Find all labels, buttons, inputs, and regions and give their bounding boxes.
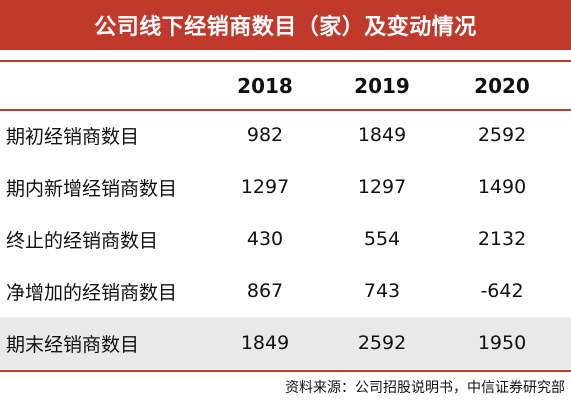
table-cell: 1849	[240, 332, 290, 354]
table-title: 公司线下经销商数目（家）及变动情况	[94, 15, 477, 40]
column-header-2018: 2018	[237, 73, 293, 98]
table-cell: 2592	[357, 332, 407, 354]
table-row: 期内新增经销商数目 1297 1297 1490	[0, 161, 571, 213]
data-table: 2018 2019 2020 期初经销商数目 982 1849 2592 期内新…	[0, 62, 571, 369]
header-rule	[0, 109, 571, 111]
table-cell: 1297	[357, 176, 407, 198]
table-cell: 982	[246, 124, 284, 146]
title-bar: 公司线下经销商数目（家）及变动情况	[0, 0, 571, 50]
column-header-2020: 2020	[474, 73, 530, 98]
column-header-2019: 2019	[354, 73, 410, 98]
row-label: 期初经销商数目	[6, 125, 140, 148]
row-label: 净增加的经销商数目	[6, 281, 178, 304]
table-cell: 2132	[477, 228, 527, 250]
table-cell: 1297	[240, 176, 290, 198]
table-cell: 2592	[477, 124, 527, 146]
table-cell: 1849	[357, 124, 407, 146]
table-header-row: 2018 2019 2020	[0, 62, 571, 109]
header-label-cell	[6, 62, 226, 109]
table-cell: 1490	[477, 176, 527, 198]
table-cell: 554	[363, 228, 401, 250]
row-label: 期内新增经销商数目	[6, 177, 178, 200]
bottom-rule	[0, 370, 571, 372]
row-label: 终止的经销商数目	[6, 229, 159, 252]
table-cell: 867	[246, 280, 284, 302]
top-rule	[0, 60, 571, 62]
table-row: 期初经销商数目 982 1849 2592	[0, 109, 571, 161]
row-label: 期末经销商数目	[6, 333, 140, 356]
table-row: 净增加的经销商数目 867 743 -642	[0, 265, 571, 317]
table-cell: 1950	[477, 332, 527, 354]
table-row-total: 期末经销商数目 1849 2592 1950	[0, 317, 571, 369]
source-note: 资料来源：公司招股说明书，中信证券研究部	[285, 380, 565, 396]
table-cell: 743	[363, 280, 401, 302]
table-row: 终止的经销商数目 430 554 2132	[0, 213, 571, 265]
table-cell: 430	[246, 228, 284, 250]
table-cell: -642	[480, 280, 524, 302]
